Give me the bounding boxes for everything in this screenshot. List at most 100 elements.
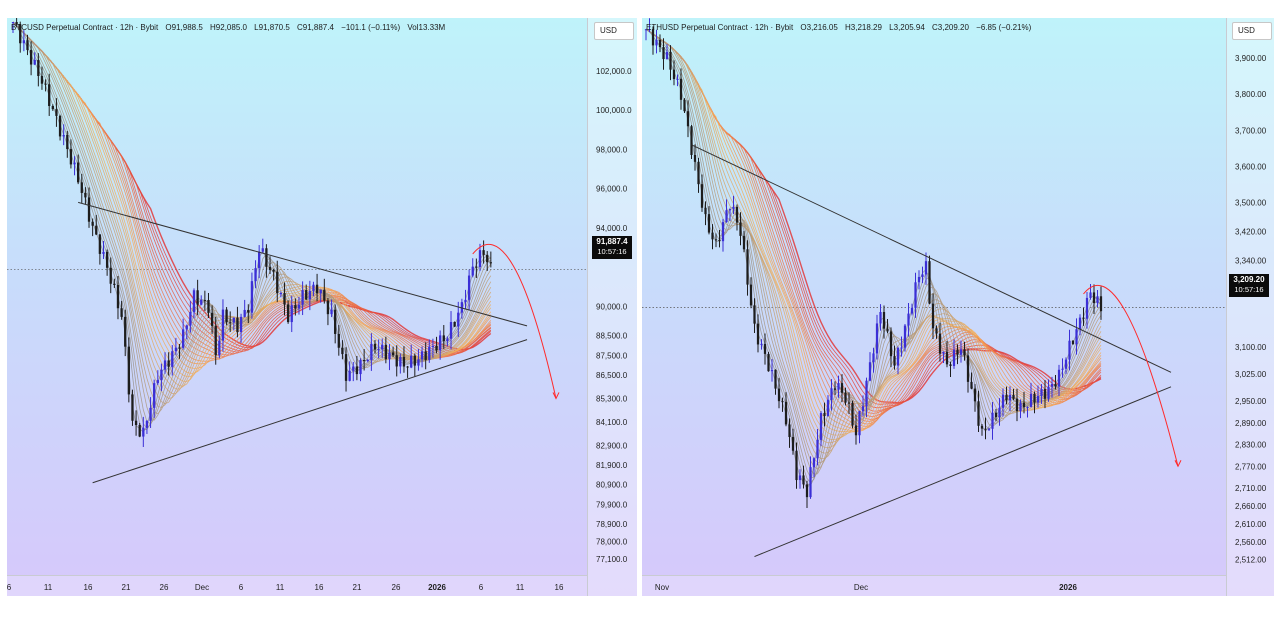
eth-candle-body xyxy=(672,69,676,80)
eth-price-plot[interactable] xyxy=(642,18,1226,575)
btc-x-tick-label: 16 xyxy=(84,583,93,592)
eth-candle xyxy=(921,266,924,284)
eth-candle-body xyxy=(1075,329,1078,345)
eth-candle-body xyxy=(1036,395,1040,403)
btc-candle xyxy=(352,361,355,382)
btc-chart-panel[interactable]: BTCUSD Perpetual Contract · 12h · Bybit … xyxy=(7,18,637,596)
btc-candle-body xyxy=(362,360,366,362)
btc-candle xyxy=(283,282,286,316)
btc-candle-body xyxy=(475,266,478,268)
eth-candle-body xyxy=(889,331,893,357)
btc-candle xyxy=(326,297,330,326)
eth-candle xyxy=(942,351,945,364)
eth-candle-body xyxy=(956,349,959,355)
btc-candle xyxy=(442,325,445,350)
eth-candle xyxy=(1071,340,1075,345)
eth-candle-body xyxy=(648,29,651,31)
btc-candle-body xyxy=(348,370,351,381)
eth-candle xyxy=(917,270,921,290)
btc-candle-body xyxy=(435,345,438,351)
eth-candle-body xyxy=(1033,393,1036,403)
eth-candle xyxy=(1061,358,1064,378)
btc-price-axis[interactable]: 102,000.0 100,000.0 98,000.0 96,000.0 94,000… xyxy=(587,18,637,596)
btc-candle-body xyxy=(301,290,304,305)
eth-candle xyxy=(956,344,959,365)
btc-candle xyxy=(344,347,348,392)
btc-time-axis[interactable]: 6 11 16 21 26 Dec 6 11 16 21 26 2026 6 11 16 xyxy=(7,575,587,596)
eth-candle-body xyxy=(1054,384,1057,387)
btc-candle-body xyxy=(283,293,286,305)
btc-price-plot[interactable] xyxy=(7,18,587,575)
btc-candle xyxy=(160,363,163,391)
eth-currency-button[interactable]: USD xyxy=(1232,22,1272,40)
eth-candle-body xyxy=(1040,389,1043,396)
panel-divider[interactable] xyxy=(638,18,641,596)
btc-candle-body xyxy=(395,355,398,367)
btc-candle-body xyxy=(87,197,91,222)
eth-candle xyxy=(718,230,721,248)
btc-candle xyxy=(370,333,373,371)
eth-candle xyxy=(735,204,739,231)
btc-candle-body xyxy=(232,317,235,323)
btc-candle-body xyxy=(428,346,431,360)
btc-candle xyxy=(312,281,315,297)
btc-candle xyxy=(58,114,62,141)
eth-candle-body xyxy=(1012,394,1015,399)
eth-candle-body xyxy=(942,351,945,354)
eth-candle xyxy=(1057,364,1061,397)
eth-candle-body xyxy=(893,356,896,366)
eth-last-price-tag: 3,209.20 10:57:16 xyxy=(1229,274,1269,297)
btc-candle xyxy=(138,422,141,438)
btc-candle xyxy=(377,339,380,359)
eth-ma-line xyxy=(645,28,1102,404)
btc-x-tick-label: 11 xyxy=(44,583,53,592)
btc-candle-body xyxy=(192,290,196,313)
eth-candle-body xyxy=(865,380,868,407)
btc-candle-body xyxy=(51,106,54,110)
eth-candle-body xyxy=(949,364,952,367)
btc-candle-body xyxy=(218,340,221,356)
btc-currency-button[interactable]: USD xyxy=(594,22,634,40)
eth-candles xyxy=(644,18,1103,509)
btc-candle xyxy=(22,30,26,52)
btc-candle xyxy=(29,41,33,76)
btc-candle xyxy=(279,291,283,298)
eth-candle-body xyxy=(1078,317,1082,330)
eth-price-axis[interactable]: 3,900.00 3,800.00 3,700.00 3,600.00 3,500.00… xyxy=(1226,18,1274,596)
btc-candle-body xyxy=(478,250,482,268)
btc-candle-body xyxy=(160,369,163,381)
eth-candle xyxy=(791,428,795,455)
btc-candle-body xyxy=(486,254,489,263)
eth-candle xyxy=(816,428,819,466)
btc-candle-body xyxy=(373,343,377,350)
eth-chart-panel[interactable]: ETHUSD Perpetual Contract · 12h · Bybit … xyxy=(642,18,1274,596)
eth-ma-line xyxy=(645,28,1102,432)
btc-y-tick-label: 100,000.0 xyxy=(596,106,632,115)
btc-y-tick-label: 96,000.0 xyxy=(596,185,628,194)
eth-ma-line xyxy=(645,28,1102,433)
eth-candle-body xyxy=(977,401,980,426)
btc-candle xyxy=(48,73,51,116)
eth-candle-body xyxy=(984,428,987,430)
btc-candle-body xyxy=(153,383,156,408)
eth-candle-body xyxy=(879,312,882,324)
btc-candle-body xyxy=(98,234,102,254)
btc-candle xyxy=(290,295,293,333)
eth-time-axis[interactable]: Nov Dec 2026 xyxy=(642,575,1226,596)
eth-symbol: ETHUSD Perpetual Contract · 12h · Bybit xyxy=(646,23,794,32)
btc-candle xyxy=(73,156,76,176)
btc-candle-body xyxy=(286,304,290,323)
btc-candle-body xyxy=(221,309,225,341)
btc-candle-body xyxy=(174,347,178,352)
btc-candle xyxy=(116,275,120,320)
btc-candle-body xyxy=(196,290,199,305)
eth-candle-body xyxy=(1050,384,1054,387)
btc-candle xyxy=(77,154,80,185)
btc-candle-body xyxy=(366,360,369,362)
btc-candle xyxy=(178,343,181,359)
eth-candle xyxy=(655,29,658,54)
eth-y-tick-label: 3,500.00 xyxy=(1235,199,1267,208)
eth-candle xyxy=(798,469,802,489)
btc-candle xyxy=(395,345,398,377)
btc-y-tick-label: 78,000.0 xyxy=(596,538,628,547)
